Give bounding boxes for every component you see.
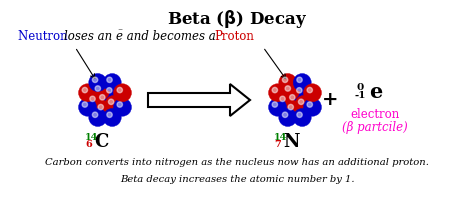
Circle shape xyxy=(100,95,105,100)
Circle shape xyxy=(92,112,98,117)
Circle shape xyxy=(96,91,114,109)
Circle shape xyxy=(117,87,122,93)
Text: Beta ($\bf\beta$) Decay: Beta ($\bf\beta$) Decay xyxy=(167,8,307,30)
Text: and becomes a: and becomes a xyxy=(123,30,219,43)
Text: C: C xyxy=(94,133,109,151)
Circle shape xyxy=(82,87,88,93)
Text: loses an e: loses an e xyxy=(64,30,123,43)
Circle shape xyxy=(297,88,302,93)
Text: ⁻: ⁻ xyxy=(117,27,122,36)
Text: Proton: Proton xyxy=(214,30,254,43)
Text: 0: 0 xyxy=(357,83,364,92)
Circle shape xyxy=(307,87,312,93)
Circle shape xyxy=(92,77,98,83)
Circle shape xyxy=(105,95,123,114)
Circle shape xyxy=(86,93,104,111)
Text: 6: 6 xyxy=(85,140,92,149)
Circle shape xyxy=(113,84,131,102)
Circle shape xyxy=(286,91,304,109)
Circle shape xyxy=(295,95,313,114)
Circle shape xyxy=(103,108,121,127)
Circle shape xyxy=(107,112,112,117)
Text: 14: 14 xyxy=(274,133,287,142)
Circle shape xyxy=(79,98,97,116)
Text: Neutron: Neutron xyxy=(18,30,72,43)
Circle shape xyxy=(293,108,311,127)
Text: -1: -1 xyxy=(355,91,366,100)
Circle shape xyxy=(283,112,288,117)
Circle shape xyxy=(282,82,300,100)
Text: +: + xyxy=(322,91,338,109)
Circle shape xyxy=(94,101,112,119)
Circle shape xyxy=(98,104,103,110)
Circle shape xyxy=(279,73,297,92)
Text: Beta decay increases the atomic number by 1.: Beta decay increases the atomic number b… xyxy=(120,175,354,184)
Circle shape xyxy=(297,77,302,83)
Circle shape xyxy=(117,102,122,107)
Circle shape xyxy=(272,102,278,107)
Circle shape xyxy=(107,77,112,83)
Circle shape xyxy=(276,93,294,111)
Circle shape xyxy=(303,84,321,102)
Circle shape xyxy=(290,95,295,100)
Circle shape xyxy=(82,102,88,107)
Circle shape xyxy=(279,108,297,127)
Circle shape xyxy=(303,98,321,116)
Text: e: e xyxy=(369,82,382,102)
Circle shape xyxy=(103,84,121,102)
Text: Carbon converts into nitrogen as the nucleus now has an additional proton.: Carbon converts into nitrogen as the nuc… xyxy=(45,158,429,167)
Circle shape xyxy=(107,88,112,93)
Circle shape xyxy=(272,87,278,93)
Text: 7: 7 xyxy=(274,140,281,149)
Circle shape xyxy=(90,96,95,102)
Circle shape xyxy=(284,101,302,119)
Text: (β partcile): (β partcile) xyxy=(342,121,408,134)
Circle shape xyxy=(79,84,97,102)
Circle shape xyxy=(280,96,285,102)
Circle shape xyxy=(297,112,302,117)
Circle shape xyxy=(89,108,107,127)
Circle shape xyxy=(89,73,107,92)
Circle shape xyxy=(269,98,287,116)
Text: 14: 14 xyxy=(85,133,99,142)
Circle shape xyxy=(91,82,109,100)
Circle shape xyxy=(269,84,287,102)
Circle shape xyxy=(288,104,293,110)
Circle shape xyxy=(109,99,114,105)
Text: electron: electron xyxy=(350,108,400,121)
Circle shape xyxy=(299,99,304,105)
Text: N: N xyxy=(283,133,300,151)
Circle shape xyxy=(307,102,312,107)
Circle shape xyxy=(293,84,311,102)
Circle shape xyxy=(113,98,131,116)
Circle shape xyxy=(285,86,291,91)
Circle shape xyxy=(95,86,100,91)
Circle shape xyxy=(103,73,121,92)
Circle shape xyxy=(293,73,311,92)
Circle shape xyxy=(283,77,288,83)
